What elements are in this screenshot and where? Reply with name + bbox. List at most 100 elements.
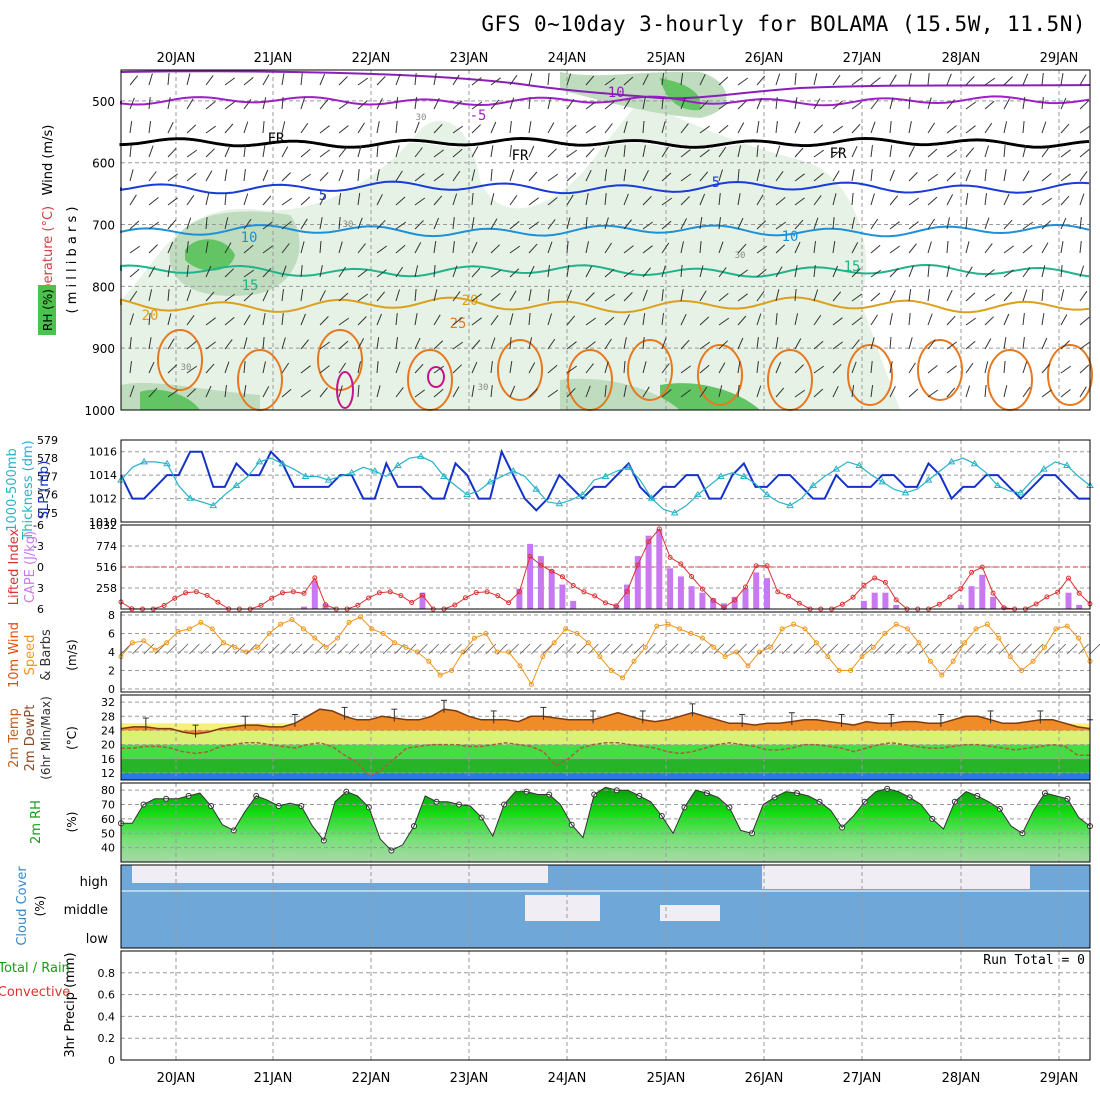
wind-barb	[965, 362, 974, 374]
wind-barb	[794, 265, 798, 278]
cape-bar	[624, 584, 630, 609]
wind-barb	[927, 365, 938, 374]
wind-marker	[608, 668, 614, 673]
cape-bar	[871, 592, 878, 609]
date-label-top: 27JAN	[843, 51, 882, 66]
wind-marker	[209, 626, 215, 632]
wind-barb	[547, 241, 553, 254]
wind-barb	[946, 315, 956, 326]
cape-bar	[1065, 592, 1072, 609]
wind-barb	[832, 193, 837, 206]
wind-barb	[623, 245, 634, 254]
wind-barb	[262, 313, 266, 326]
wind-barb	[1022, 121, 1025, 134]
contour-label: FR	[830, 146, 847, 162]
wind-barb	[667, 643, 679, 655]
cape-bar	[710, 598, 717, 609]
wind-barb	[1079, 149, 1090, 158]
wind-barb	[718, 124, 729, 134]
wind-barb	[189, 643, 200, 655]
wind-barb	[376, 219, 386, 230]
wind-barb	[281, 289, 284, 302]
wind-barb	[1022, 170, 1030, 182]
wind-barb	[376, 169, 380, 182]
wind-barb	[547, 219, 556, 230]
wind-barb	[281, 121, 286, 134]
wind-barb	[224, 361, 230, 374]
date-label-top: 23JAN	[450, 51, 489, 66]
wind-barb	[1003, 76, 1013, 86]
wind-barb	[1041, 73, 1044, 86]
wind-barb	[129, 97, 135, 110]
wind-barb	[566, 365, 577, 374]
cape-tick-label: 1032	[89, 519, 117, 532]
wind-barb	[965, 217, 968, 230]
wind-barb	[528, 289, 532, 302]
wind-barb	[167, 364, 178, 374]
wind-marker	[426, 658, 432, 664]
wind-barb	[908, 197, 919, 206]
wind-barb	[1009, 643, 1021, 655]
wind-barb	[357, 361, 361, 374]
wind-barb	[699, 241, 702, 254]
wind-barb	[889, 221, 900, 230]
wind-barb	[566, 241, 569, 254]
pressure-tick-label: 500	[92, 95, 115, 109]
wind-barb	[623, 314, 630, 326]
rh-max-area-low	[140, 389, 200, 410]
contour-30-loop	[336, 371, 354, 409]
cape-bar	[990, 596, 997, 609]
wind-barb	[1003, 98, 1011, 110]
wind-barb	[186, 172, 197, 182]
wind-barb	[656, 643, 668, 655]
li-marker	[796, 600, 802, 606]
slp-tick-label: 1010	[89, 516, 117, 529]
cape-bar	[527, 543, 534, 609]
wind-barb	[224, 77, 235, 86]
wind-barb	[224, 268, 235, 278]
wind-barb	[908, 121, 912, 134]
wind-marker	[289, 617, 295, 623]
wind-barb	[759, 643, 770, 655]
wind-barb	[300, 289, 304, 302]
wind-barb	[832, 148, 843, 158]
wind-barb	[319, 341, 330, 350]
wind-barb	[148, 145, 154, 158]
li-marker	[850, 594, 856, 600]
wind-barb	[1060, 314, 1068, 326]
cloud-high-gap	[762, 865, 1030, 889]
wind-barb	[851, 101, 862, 110]
wind-barb	[851, 145, 858, 158]
wind-barb	[167, 97, 171, 110]
wind-barb	[224, 293, 236, 302]
wind-barb	[718, 293, 729, 302]
wind-barb	[471, 267, 481, 278]
wind-barb	[566, 98, 575, 110]
wind-barb	[623, 385, 627, 398]
wind-barb	[642, 267, 651, 278]
wind-barb	[813, 195, 822, 206]
wind-barb	[1022, 196, 1033, 206]
date-label-bottom: 26JAN	[745, 1071, 784, 1086]
contour-label: 20	[462, 293, 479, 309]
wind-barb	[167, 219, 177, 230]
wind-barb	[642, 221, 653, 230]
wind-barb	[965, 385, 971, 398]
wind-barb	[471, 217, 475, 230]
wind-barb	[300, 265, 303, 278]
wind-barb	[414, 173, 425, 182]
lifted-index-tick: 3	[37, 582, 44, 595]
wind-barb	[357, 269, 368, 278]
wind-barb	[452, 125, 464, 134]
wind-barb	[756, 313, 762, 326]
wind-barb	[1079, 341, 1091, 350]
li-marker	[624, 589, 630, 594]
date-label-top: 24JAN	[548, 51, 587, 66]
wind-barb	[428, 643, 440, 655]
wind-barb	[148, 197, 159, 206]
wind-barb	[357, 316, 367, 326]
wind-barb	[281, 388, 292, 398]
wind-barb	[154, 643, 166, 655]
contour-label: FR	[512, 148, 529, 164]
wind-barb	[280, 643, 291, 655]
